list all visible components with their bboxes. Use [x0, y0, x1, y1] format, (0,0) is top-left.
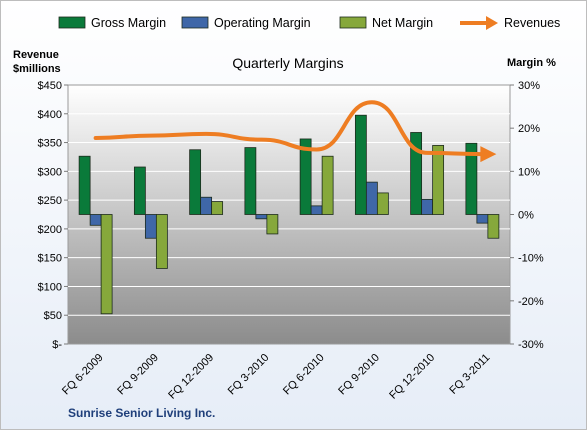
- revenues-line-arrowhead: [480, 146, 497, 163]
- bar-gross-margin: [133, 166, 146, 215]
- x-axis-tick-label: FQ 9-2009: [115, 352, 161, 398]
- bar-net-margin: [266, 214, 279, 235]
- bar-operating-margin: [200, 196, 213, 215]
- bar-gross-margin: [189, 149, 202, 215]
- chart-title: Quarterly Margins: [232, 55, 343, 71]
- bar-net-margin: [376, 192, 389, 215]
- bar-gross-margin: [465, 142, 478, 215]
- right-axis-tick-label: 20%: [518, 123, 540, 135]
- right-axis-tick-label: 0%: [518, 210, 534, 222]
- x-axis-tick-label: FQ 9-2010: [336, 352, 382, 398]
- bar-net-margin: [211, 201, 224, 215]
- left-axis-tick-label: $400: [38, 109, 62, 121]
- legend-label: Gross Margin: [91, 16, 166, 30]
- left-axis-label-units: $millions: [13, 63, 61, 75]
- x-axis-tick-label: FQ 12-2009: [166, 352, 216, 402]
- x-axis-tick-label: FQ 3-2011: [447, 352, 492, 397]
- company-name: Sunrise Senior Living Inc.: [68, 406, 215, 420]
- bar-gross-margin: [78, 155, 91, 215]
- revenues-line: [93, 100, 485, 157]
- bar-operating-margin: [89, 214, 102, 226]
- right-axis-tick-label: -10%: [518, 253, 544, 265]
- x-axis-tick-label: FQ 6-2010: [281, 352, 327, 398]
- left-axis-tick-label: $-: [52, 339, 62, 351]
- legend-swatch-net-margin: [339, 16, 367, 29]
- legend-label: Operating Margin: [214, 16, 311, 30]
- bar-operating-margin: [255, 214, 268, 220]
- bar-gross-margin: [410, 132, 423, 215]
- bar-operating-margin: [365, 181, 378, 215]
- left-axis-tick-label: $450: [38, 80, 62, 92]
- left-axis-tick-label: $300: [38, 166, 62, 178]
- bar-net-margin: [155, 214, 168, 269]
- bar-gross-margin: [354, 114, 367, 215]
- left-axis-tick-label: $250: [38, 195, 62, 207]
- right-axis-tick-label: 10%: [518, 166, 540, 178]
- left-axis-label: Revenue: [13, 49, 59, 61]
- bar-operating-margin: [310, 205, 323, 215]
- legend-label: Net Margin: [372, 16, 433, 30]
- left-axis-tick-label: $350: [38, 138, 62, 150]
- left-axis-tick-label: $200: [38, 224, 62, 236]
- bar-net-margin: [321, 155, 334, 215]
- bar-operating-margin: [476, 214, 489, 224]
- left-axis-tick-label: $150: [38, 253, 62, 265]
- bar-gross-margin: [299, 138, 312, 215]
- bar-net-margin: [487, 214, 500, 239]
- bar-operating-margin: [421, 198, 434, 215]
- right-axis-tick-label: 30%: [518, 80, 540, 92]
- x-axis-tick-label: FQ 3-2010: [226, 352, 272, 398]
- bar-gross-margin: [244, 147, 257, 215]
- left-axis-tick-label: $50: [44, 310, 62, 322]
- bar-operating-margin: [144, 214, 157, 239]
- legend-label: Revenues: [504, 16, 560, 30]
- right-axis-label: Margin %: [507, 57, 556, 69]
- right-axis-tick-label: -20%: [518, 296, 544, 308]
- bar-net-margin: [100, 214, 113, 315]
- legend-swatch-operating-margin: [181, 16, 209, 29]
- legend-swatch-revenues-arrow: [486, 16, 498, 30]
- bar-net-margin: [432, 145, 445, 215]
- x-axis-tick-label: FQ 12-2010: [387, 352, 437, 402]
- left-axis-tick-label: $100: [38, 281, 62, 293]
- x-axis-tick-label: FQ 6-2009: [60, 352, 106, 398]
- legend-swatch-gross-margin: [58, 16, 86, 29]
- right-axis-tick-label: -30%: [518, 339, 544, 351]
